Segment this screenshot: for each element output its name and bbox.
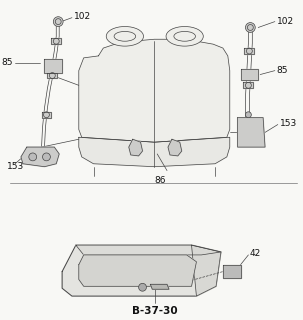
- Ellipse shape: [166, 27, 203, 46]
- Polygon shape: [79, 137, 230, 167]
- Ellipse shape: [114, 31, 136, 41]
- Polygon shape: [21, 147, 59, 167]
- Polygon shape: [79, 39, 230, 142]
- Polygon shape: [223, 265, 241, 278]
- Text: 85: 85: [277, 66, 288, 75]
- Polygon shape: [79, 255, 196, 286]
- Circle shape: [55, 19, 61, 25]
- Polygon shape: [51, 38, 61, 44]
- Circle shape: [245, 23, 255, 32]
- Polygon shape: [244, 82, 253, 88]
- Text: 153: 153: [7, 162, 25, 171]
- Ellipse shape: [106, 27, 144, 46]
- Text: 85: 85: [2, 58, 13, 67]
- Polygon shape: [129, 139, 142, 156]
- Text: B-37-30: B-37-30: [132, 306, 178, 316]
- Text: 102: 102: [74, 12, 91, 21]
- Text: 86: 86: [155, 175, 166, 185]
- Polygon shape: [245, 48, 254, 54]
- Polygon shape: [191, 245, 221, 296]
- Polygon shape: [48, 73, 57, 78]
- Text: 102: 102: [277, 17, 294, 26]
- Text: 153: 153: [280, 119, 297, 128]
- Polygon shape: [76, 245, 221, 255]
- Circle shape: [248, 25, 253, 30]
- Polygon shape: [238, 118, 265, 147]
- Polygon shape: [62, 245, 221, 296]
- Circle shape: [29, 153, 37, 161]
- Text: 42: 42: [249, 249, 261, 259]
- Polygon shape: [150, 284, 169, 289]
- Ellipse shape: [174, 31, 195, 41]
- Circle shape: [245, 112, 251, 118]
- Polygon shape: [42, 112, 51, 118]
- Circle shape: [138, 283, 146, 291]
- Polygon shape: [168, 139, 182, 156]
- Circle shape: [42, 153, 50, 161]
- Circle shape: [53, 17, 63, 27]
- Polygon shape: [241, 69, 258, 80]
- Polygon shape: [45, 59, 62, 73]
